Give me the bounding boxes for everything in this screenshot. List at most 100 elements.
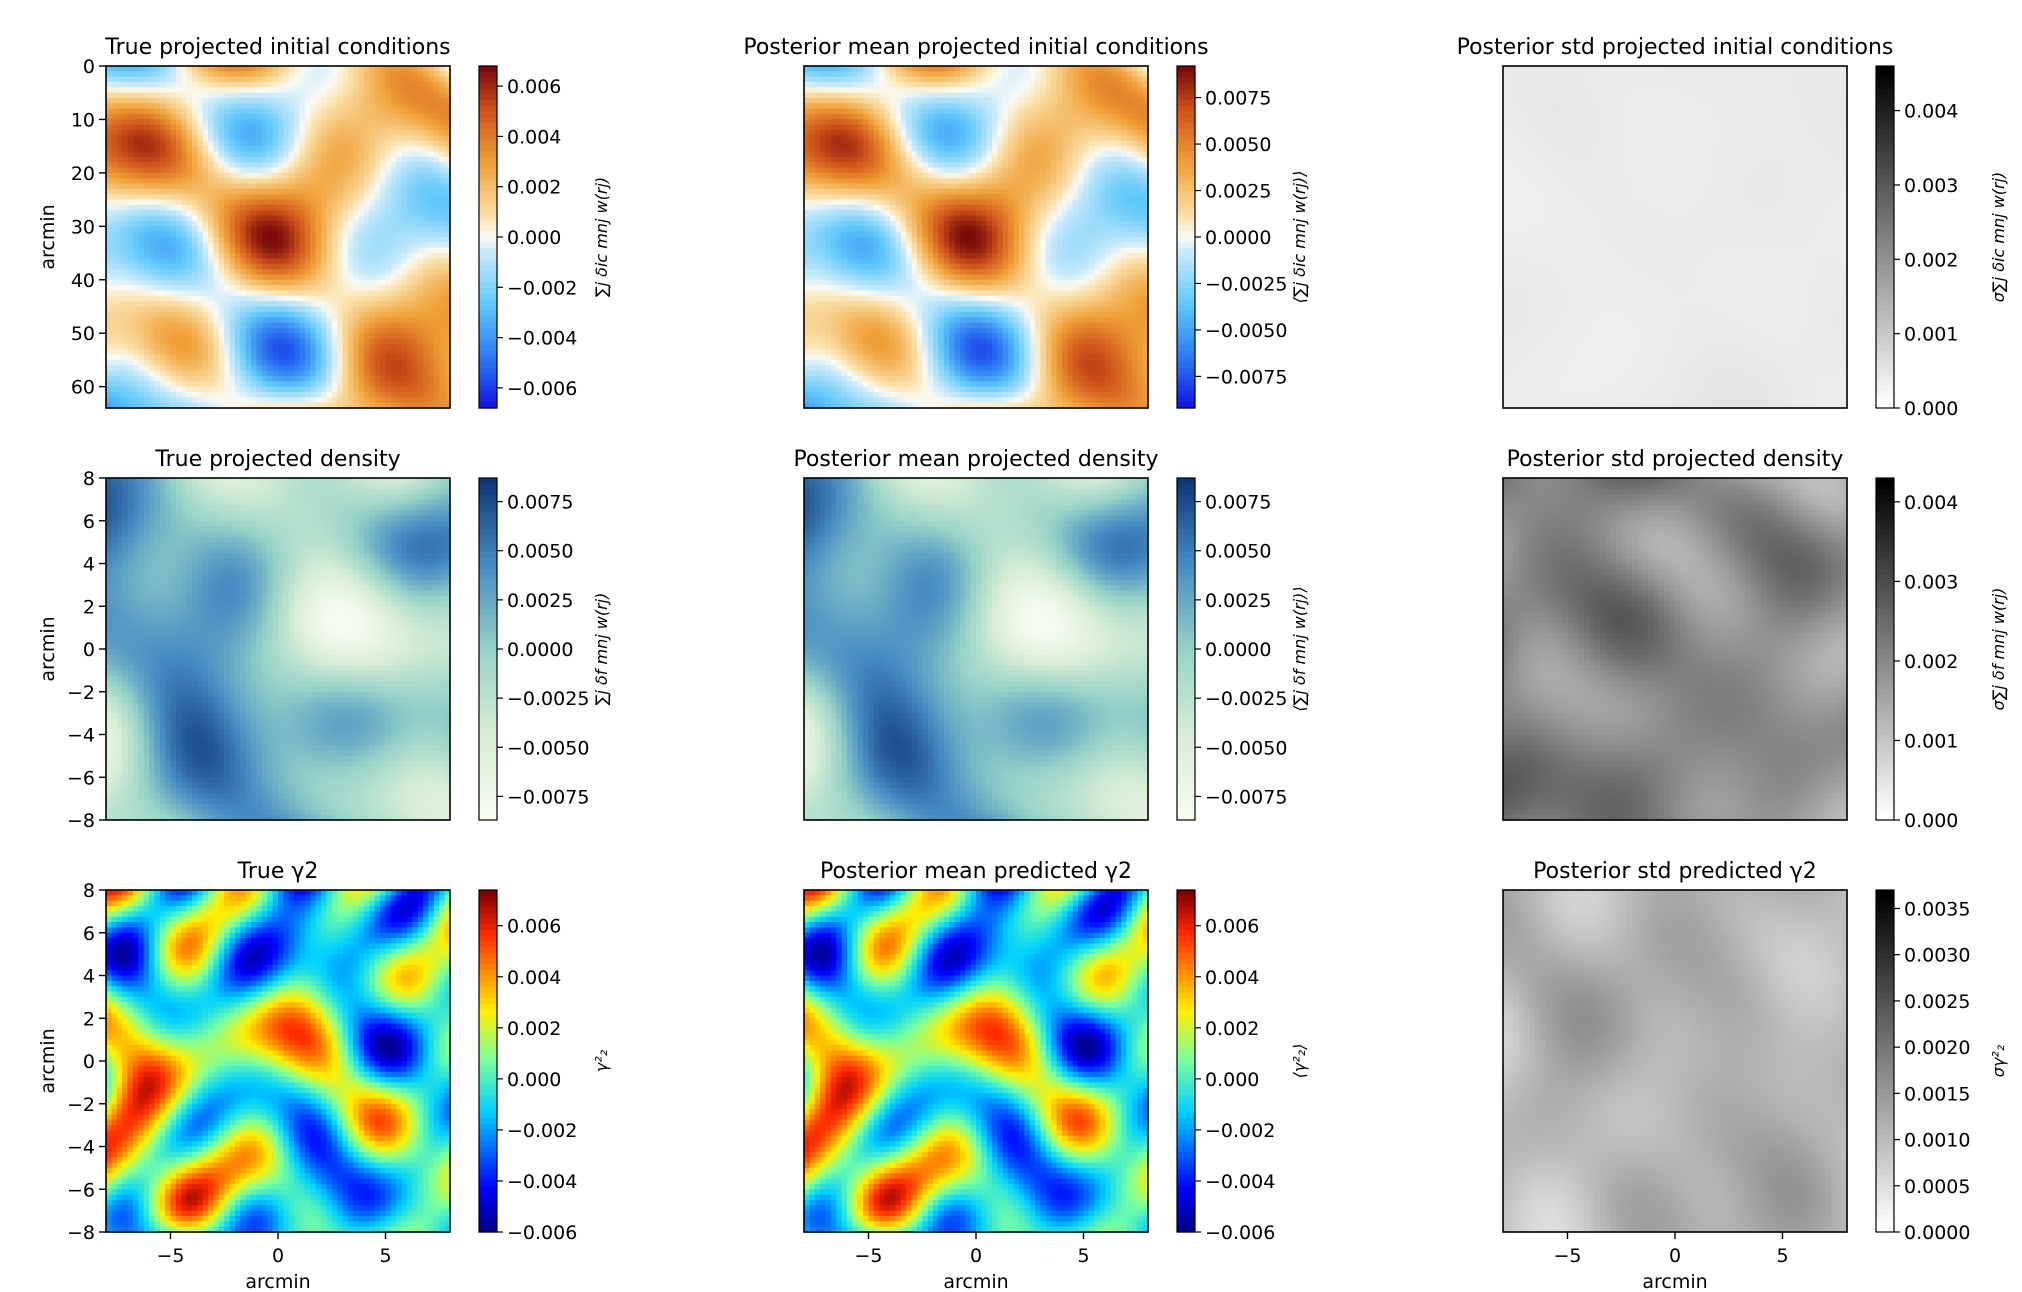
heatmap-cell xyxy=(219,141,225,147)
heatmap-cell xyxy=(160,82,166,88)
heatmap-cell xyxy=(407,152,413,158)
heatmap-cell xyxy=(203,77,209,83)
heatmap-cell xyxy=(176,226,182,232)
heatmap-cell xyxy=(240,168,246,174)
heatmap-cell xyxy=(402,162,408,168)
heatmap-cell xyxy=(407,216,413,222)
heatmap-cell xyxy=(224,66,230,72)
heatmap-cell xyxy=(149,114,155,120)
heatmap-cell xyxy=(165,232,171,238)
heatmap-cell xyxy=(300,93,306,99)
heatmap-cell xyxy=(251,194,257,200)
heatmap-cell xyxy=(181,210,187,216)
heatmap-cell xyxy=(407,226,413,232)
heatmap-cell xyxy=(380,82,386,88)
heatmap-cell xyxy=(418,232,424,238)
heatmap-cell xyxy=(278,200,284,206)
panel-title: True projected initial conditions xyxy=(104,35,450,60)
heatmap-cell xyxy=(332,66,338,72)
heatmap-cell xyxy=(375,168,381,174)
heatmap-cell xyxy=(439,157,445,163)
heatmap-cell xyxy=(326,210,332,216)
heatmap-cell xyxy=(423,162,429,168)
heatmap-cell xyxy=(267,184,273,190)
heatmap-cell xyxy=(117,135,123,141)
heatmap-cell xyxy=(133,109,139,115)
heatmap-cell xyxy=(214,135,220,141)
heatmap-cell xyxy=(117,232,123,238)
heatmap-cell xyxy=(429,93,435,99)
heatmap-cell xyxy=(138,141,144,147)
heatmap-cell xyxy=(128,114,134,120)
heatmap-cell xyxy=(278,119,284,125)
heatmap-cell xyxy=(353,226,359,232)
heatmap-cell xyxy=(240,152,246,158)
heatmap-cell xyxy=(418,216,424,222)
heatmap-cell xyxy=(224,194,230,200)
heatmap-cell xyxy=(133,157,139,163)
heatmap-cell xyxy=(396,184,402,190)
heatmap-cell xyxy=(122,200,128,206)
heatmap-cell xyxy=(128,162,134,168)
heatmap-cell xyxy=(380,66,386,72)
heatmap-cell xyxy=(154,200,160,206)
heatmap-cell xyxy=(418,77,424,83)
heatmap-cell xyxy=(386,184,392,190)
heatmap-cell xyxy=(106,168,112,174)
heatmap-cell xyxy=(369,141,375,147)
heatmap-cell xyxy=(144,66,150,72)
heatmap-cell xyxy=(364,103,370,109)
heatmap-cell xyxy=(117,93,123,99)
heatmap-cell xyxy=(230,98,236,104)
heatmap-cell xyxy=(396,178,402,184)
heatmap-cell xyxy=(230,157,236,163)
heatmap-cell xyxy=(262,210,268,216)
heatmap-cell xyxy=(128,168,134,174)
heatmap-cell xyxy=(343,178,349,184)
heatmap-cell xyxy=(289,226,295,232)
heatmap-cell xyxy=(391,168,397,174)
heatmap-cell xyxy=(128,66,134,72)
heatmap-cell xyxy=(412,194,418,200)
heatmap-cell xyxy=(106,210,112,216)
heatmap-cell xyxy=(316,103,322,109)
heatmap-cell xyxy=(326,77,332,83)
heatmap-cell xyxy=(396,71,402,77)
heatmap-cell xyxy=(128,146,134,152)
heatmap-cell xyxy=(332,77,338,83)
heatmap-cell xyxy=(224,237,230,243)
heatmap-cell xyxy=(434,157,440,163)
heatmap-cell xyxy=(305,168,311,174)
heatmap-cell xyxy=(187,98,193,104)
heatmap-cell xyxy=(251,216,257,222)
heatmap-cell xyxy=(321,103,327,109)
heatmap-cell xyxy=(289,152,295,158)
heatmap-cell xyxy=(230,178,236,184)
heatmap-cell xyxy=(160,205,166,211)
heatmap-cell xyxy=(407,232,413,238)
heatmap-cell xyxy=(262,157,268,163)
heatmap-cell xyxy=(133,184,139,190)
heatmap-cell xyxy=(407,109,413,115)
heatmap-cell xyxy=(133,135,139,141)
heatmap-cell xyxy=(192,146,198,152)
heatmap-cell xyxy=(321,162,327,168)
heatmap-cell xyxy=(111,114,117,120)
heatmap-cell xyxy=(375,221,381,227)
heatmap-cell xyxy=(353,135,359,141)
heatmap-cell xyxy=(219,77,225,83)
heatmap-cell xyxy=(128,119,134,125)
heatmap-cell xyxy=(133,178,139,184)
heatmap-cell xyxy=(214,189,220,195)
heatmap-cell xyxy=(203,119,209,125)
heatmap-cell xyxy=(402,189,408,195)
heatmap-cell xyxy=(348,157,354,163)
heatmap-cell xyxy=(133,162,139,168)
heatmap-cell xyxy=(197,173,203,179)
heatmap-cell xyxy=(176,221,182,227)
heatmap-cell xyxy=(203,157,209,163)
heatmap-cell xyxy=(257,125,263,131)
heatmap-cell xyxy=(418,125,424,131)
heatmap-cell xyxy=(138,130,144,136)
heatmap-cell xyxy=(380,77,386,83)
